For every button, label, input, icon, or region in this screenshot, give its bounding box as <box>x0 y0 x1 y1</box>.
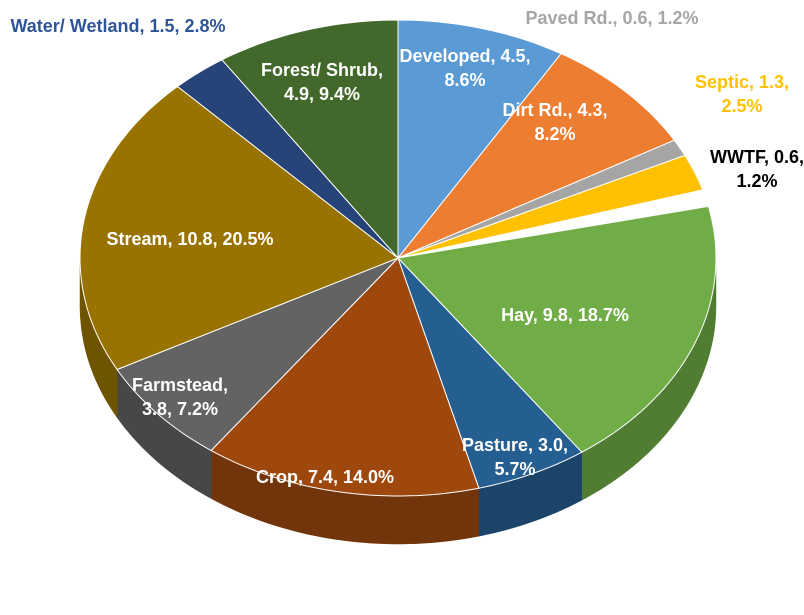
data-label: Developed, 4.5, 8.6% <box>399 46 531 90</box>
slice <box>79 85 399 371</box>
data-label: Hay, 9.8, 18.7% <box>501 305 629 325</box>
data-label: Pasture, 3.0, 5.7% <box>461 435 569 479</box>
slice <box>397 53 676 259</box>
data-label: Crop, 7.4, 14.0% <box>255 467 395 487</box>
slice <box>397 154 704 259</box>
data-label: WWTF, 0.6, 1.2% <box>710 147 804 191</box>
slice <box>176 59 399 259</box>
slice <box>397 19 562 260</box>
data-label: Forest/ Shrub, 4.9, 9.4% <box>260 60 383 104</box>
slice <box>397 257 583 489</box>
data-label: Farmstead, 3.8, 7.2% <box>131 375 229 419</box>
data-label: Paved Rd., 0.6, 1.2% <box>525 8 699 28</box>
data-label: Dirt Rd., 4.3, 8.2% <box>502 100 608 144</box>
data-label: Septic, 1.3, 2.5% <box>694 72 790 116</box>
slice <box>210 257 480 497</box>
data-label: Stream, 10.8, 20.5% <box>106 229 274 249</box>
slice <box>396 205 717 453</box>
data-label: Water/ Wetland, 1.5, 2.8% <box>10 16 226 36</box>
slice <box>221 19 399 260</box>
slice <box>116 257 399 452</box>
